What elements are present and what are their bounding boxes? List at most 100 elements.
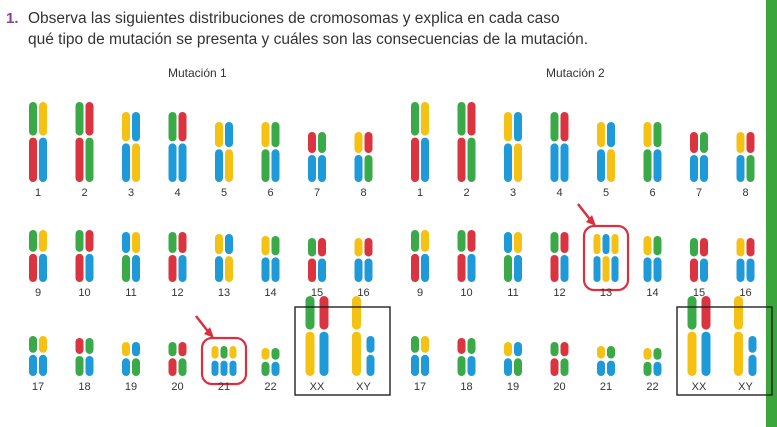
chromosome-label: 3: [128, 187, 134, 199]
chromosome-pair-6: [643, 122, 662, 182]
chromosome: [593, 234, 601, 282]
chromosome-pair-21: [597, 346, 615, 376]
chromosome-label: 1: [417, 187, 423, 199]
chromosome: [178, 112, 187, 182]
chromosome: [271, 122, 280, 182]
chromosome: [421, 230, 429, 282]
chromosome-label: 4: [556, 187, 562, 199]
chromosome-pair-5: [215, 122, 233, 182]
chromosome-label: 19: [507, 381, 519, 393]
chromosome: [411, 102, 419, 182]
trisomy-arrowhead: [204, 327, 214, 338]
chromosome-pair-1: [411, 102, 429, 182]
chromosome: [457, 338, 466, 376]
chromosome: [411, 230, 419, 282]
chromosome-pair-18: [457, 338, 476, 376]
chromosome-pair-8: [736, 132, 755, 182]
chromosome-label: 21: [600, 381, 612, 393]
chromosome: [690, 132, 698, 182]
chromosome: [215, 122, 223, 182]
chromosome: [122, 112, 130, 182]
chromosome-pair-18: [75, 338, 94, 376]
chromosome-pair-2: [457, 102, 476, 182]
chromosome-pair-19: [504, 342, 522, 376]
chromosome: [643, 348, 652, 376]
chromosome-pair-7: [308, 132, 326, 182]
chromosome: [736, 238, 745, 282]
chromosome-pair-22: [643, 348, 662, 376]
chromosome-label: 22: [264, 381, 276, 393]
chromosome: [39, 336, 47, 376]
chromosome: [643, 236, 652, 282]
chromosome-label: 9: [417, 287, 423, 299]
chromosome-pair-20: [168, 342, 187, 376]
chromosome-label: 2: [463, 187, 469, 199]
chromosome-pair-17: [29, 336, 47, 376]
chromosome: [178, 232, 187, 282]
chromosome-label: 6: [649, 187, 655, 199]
chromosome-pair-XY: [734, 296, 757, 376]
chromosome: [550, 342, 559, 376]
chromosome: [168, 112, 177, 182]
chromosome: [75, 102, 84, 182]
chromosome-pair-14: [643, 236, 662, 282]
chromosome-label: 1: [35, 187, 41, 199]
chromosome-pair-13: [215, 234, 233, 282]
chromosome-pair-9: [29, 230, 47, 282]
chromosome-pair-16: [736, 238, 755, 282]
chromosome: [746, 132, 755, 182]
chromosome-x: [701, 296, 711, 376]
chromosome-pair-11: [122, 232, 140, 282]
chromosome: [607, 122, 615, 182]
chromosome-label: 9: [35, 287, 41, 299]
chromosome: [467, 338, 476, 376]
sex-chromosome-box: [676, 306, 773, 396]
chromosome: [132, 112, 140, 182]
chromosome: [168, 232, 177, 282]
chromosome: [225, 122, 233, 182]
chromosome: [746, 238, 755, 282]
chromosome-pair-10: [457, 230, 476, 282]
chromosome-pair-5: [597, 122, 615, 182]
chromosome: [602, 234, 610, 282]
trisomy-highlight-circle: [582, 224, 630, 292]
chromosome-pair-21: [211, 346, 237, 376]
chromosome-label: 4: [174, 187, 180, 199]
chromosome-label: 13: [600, 287, 612, 299]
chromosome: [700, 238, 708, 282]
chromosome: [39, 230, 47, 282]
chromosome-pair-15: [690, 238, 708, 282]
chromosome-label: XY: [356, 381, 371, 393]
chromosome: [504, 232, 512, 282]
chromosome: [653, 236, 662, 282]
chromosome: [39, 102, 47, 182]
chromosome-label: 12: [553, 287, 565, 299]
chromosome-label: 5: [221, 187, 227, 199]
chromosome: [261, 122, 270, 182]
chromosome-label: 19: [125, 381, 137, 393]
question-text-line-1: Observa las siguientes distribuciones de…: [28, 10, 560, 27]
karyotype-title-1: Mutación 1: [168, 66, 227, 80]
chromosome-label: 20: [553, 381, 565, 393]
chromosome-label: 10: [78, 287, 90, 299]
chromosome: [597, 122, 605, 182]
chromosome: [215, 234, 223, 282]
chromosome-label: 5: [603, 187, 609, 199]
chromosome: [643, 122, 652, 182]
chromosome-pair-1: [29, 102, 47, 182]
chromosome: [75, 230, 84, 282]
chromosome: [550, 232, 559, 282]
chromosome: [700, 132, 708, 182]
question-text-line-2: qué tipo de mutación se presenta y cuále…: [28, 31, 589, 48]
chromosome: [132, 232, 140, 282]
chromosome-pair-22: [261, 348, 280, 376]
chromosome: [85, 102, 94, 182]
chromosome-pair-9: [411, 230, 429, 282]
sex-chromosome-box: [294, 306, 391, 396]
chromosome-label: 17: [32, 381, 44, 393]
chromosome: [457, 102, 466, 182]
chromosome-pair-XX: [305, 296, 329, 376]
chromosome-x: [305, 296, 315, 376]
